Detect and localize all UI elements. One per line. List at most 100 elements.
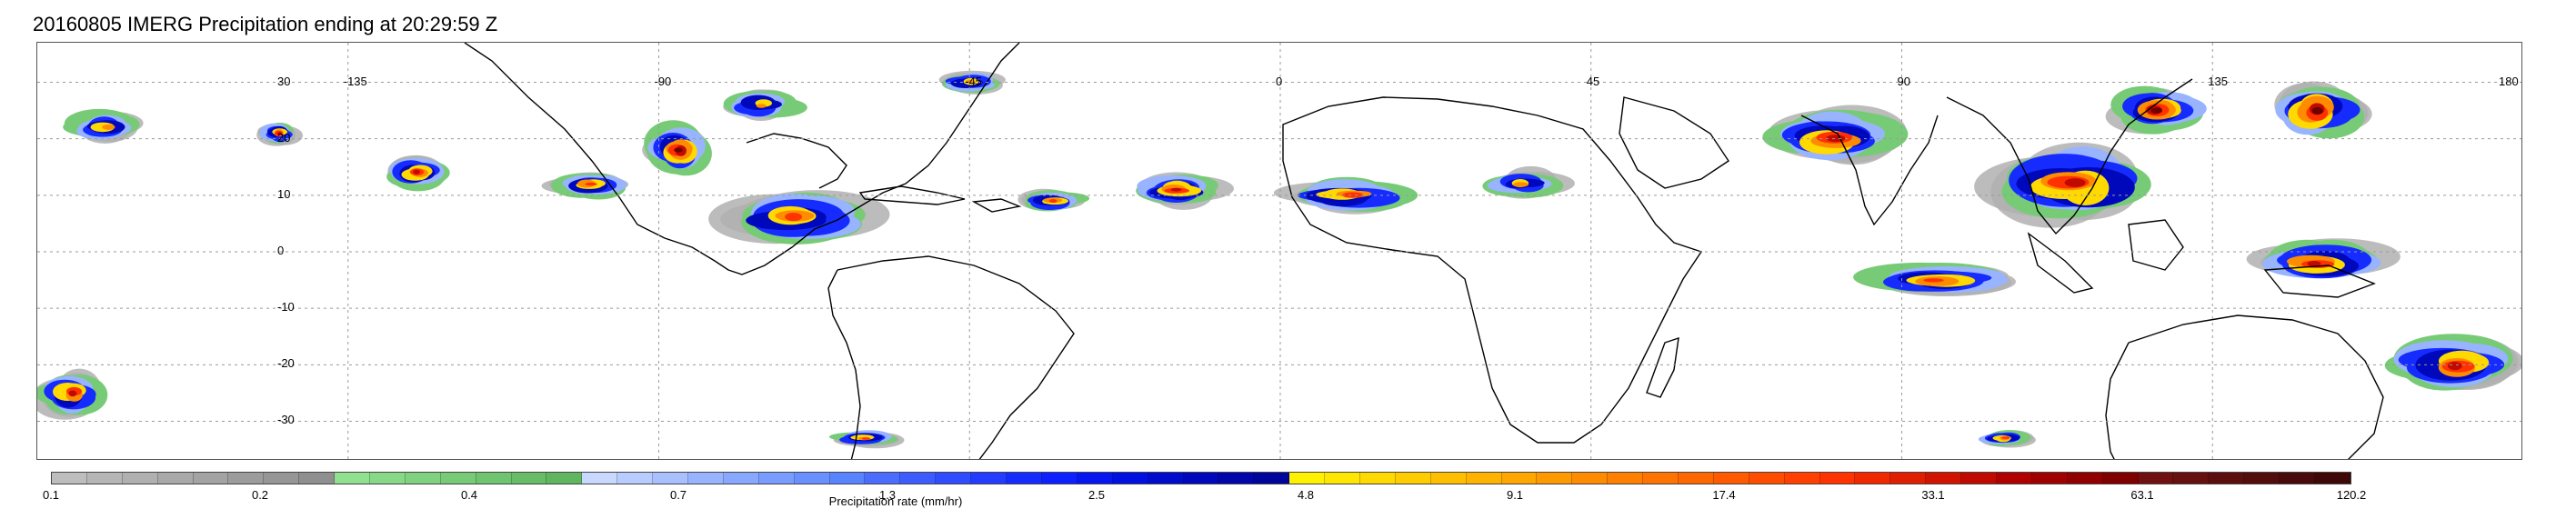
colorbar-tick-label: 0.1: [42, 488, 60, 502]
precip-cell: [1136, 172, 1234, 210]
borneo-coast: [2128, 219, 2184, 271]
colorbar-tick-label: 0.4: [460, 488, 478, 502]
precip-contour: [674, 147, 683, 153]
colorbar-cell: [865, 473, 901, 484]
colorbar-cell: [157, 473, 194, 484]
colorbar-cell: [653, 473, 689, 484]
hispaniola-coast: [971, 198, 1022, 213]
precip-cell: [723, 89, 807, 121]
colorbar-cell: [511, 473, 547, 484]
precip-contour: [2064, 178, 2086, 187]
colorbar-cell: [1289, 473, 1326, 484]
precip-cell: [828, 430, 905, 449]
precip-contour: [2150, 107, 2162, 114]
colorbar-cell: [1430, 473, 1467, 484]
precip-cell: [63, 108, 144, 144]
colorbar-cell: [1643, 473, 1679, 484]
precip-contour: [2311, 106, 2323, 115]
precip-contour: [1826, 135, 1846, 143]
colorbar-tick-label: 120.2: [2336, 488, 2367, 502]
latitude-tick-label: -20: [277, 356, 295, 371]
precip-cell: [1273, 176, 1418, 215]
precip-contour: [1341, 192, 1364, 198]
colorbar-cell: [1148, 473, 1184, 484]
precip-cell: [541, 172, 629, 200]
new-guinea-coast: [2263, 264, 2376, 298]
precip-contour: [1048, 199, 1057, 204]
graticule: [37, 43, 2521, 459]
cuba-coast: [858, 185, 966, 205]
precip-cell: [642, 120, 712, 176]
precipitation-map: [36, 42, 2522, 460]
colorbar-cell: [1713, 473, 1749, 484]
colorbar-cell: [335, 473, 371, 484]
longitude-tick-label: 90: [1897, 75, 1910, 88]
colorbar-cell: [2067, 473, 2103, 484]
africa-coast: [1282, 96, 1703, 444]
longitude-tick-label: 135: [2208, 75, 2228, 88]
colorbar-cell: [1254, 473, 1290, 484]
colorbar-cell: [2102, 473, 2139, 484]
precip-contour: [785, 213, 802, 222]
precip-cell: [2246, 238, 2401, 279]
colorbar-tick-label: 2.5: [1088, 488, 1106, 502]
map-title: 20160805 IMERG Precipitation ending at 2…: [33, 13, 498, 35]
colorbar-cell: [1466, 473, 1502, 484]
precip-contour: [1923, 278, 1944, 283]
precip-cell: [1017, 188, 1090, 212]
precip-contour: [756, 104, 767, 108]
precip-contour: [2001, 436, 2010, 439]
south-america-coast: [827, 255, 1075, 459]
north-america-coast: [464, 43, 1020, 275]
colorbar-cell: [2173, 473, 2210, 484]
colorbar-cell: [1218, 473, 1255, 484]
colorbar-cell: [1537, 473, 1573, 484]
colorbar-cell: [829, 473, 866, 484]
colorbar-cell: [2031, 473, 2068, 484]
india-coast: [1800, 115, 1939, 226]
colorbar-cell: [193, 473, 229, 484]
colorbar: [51, 472, 2351, 484]
precip-cell: [1974, 142, 2151, 228]
precip-cell: [1762, 105, 1909, 165]
colorbar-cell: [264, 473, 300, 484]
colorbar-cell: [1890, 473, 1927, 484]
sumatra-coast: [2027, 232, 2094, 294]
colorbar-cell: [2315, 473, 2350, 484]
colorbar-cell: [2280, 473, 2315, 484]
colorbar-tick-label: 1.3: [878, 488, 897, 502]
colorbar-cell: [723, 473, 759, 484]
colorbar-cell: [405, 473, 441, 484]
colorbar-cell: [971, 473, 1007, 484]
colorbar-cell: [440, 473, 476, 484]
se-asia-coast: [1946, 78, 2193, 235]
latitude-tick-label: 20: [277, 130, 291, 145]
colorbar-tick-label: 33.1: [1921, 488, 1945, 502]
precip-cell: [2384, 334, 2521, 391]
colorbar-cell: [370, 473, 406, 484]
australia-coast: [2105, 314, 2384, 459]
colorbar-cell: [1855, 473, 1891, 484]
precip-contour: [1513, 182, 1529, 187]
longitude-tick-label: 0: [1276, 75, 1283, 88]
coastline-layer: [464, 43, 2384, 459]
colorbar-tick-label: 0.7: [669, 488, 687, 502]
latitude-tick-label: 0: [277, 244, 285, 257]
colorbar-cell: [52, 473, 87, 484]
colorbar-cell: [299, 473, 336, 484]
colorbar-cell: [758, 473, 795, 484]
latitude-tick-label: -30: [277, 413, 295, 427]
colorbar-cell: [794, 473, 830, 484]
precip-cell: [1853, 262, 2016, 296]
colorbar-cell: [1961, 473, 1997, 484]
precip-contour: [2448, 362, 2462, 371]
colorbar-cell: [1325, 473, 1360, 484]
map-canvas: [37, 43, 2521, 459]
gulf-coast: [746, 133, 847, 189]
colorbar-cell: [1819, 473, 1856, 484]
colorbar-cell: [936, 473, 972, 484]
precip-contour: [2307, 261, 2321, 267]
colorbar-cell: [1749, 473, 1785, 484]
latitude-tick-label: 10: [277, 186, 291, 201]
precip-contour: [413, 169, 420, 175]
